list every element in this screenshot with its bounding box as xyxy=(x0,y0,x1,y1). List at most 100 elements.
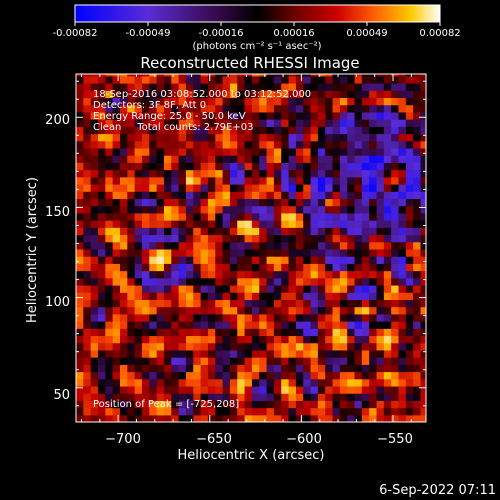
heatmap-cell xyxy=(332,321,341,329)
heatmap-cell xyxy=(156,256,165,264)
heatmap-cell xyxy=(420,83,426,91)
heatmap-cell xyxy=(163,299,172,308)
heatmap-cell xyxy=(215,256,224,264)
heatmap-cell xyxy=(149,393,158,401)
heatmap-cell xyxy=(200,306,209,315)
heatmap-cell xyxy=(332,299,341,308)
heatmap-cell xyxy=(237,292,246,300)
heatmap-cell xyxy=(259,378,268,387)
heatmap-cell xyxy=(112,321,121,329)
heatmap-cell xyxy=(303,299,312,308)
heatmap-cell xyxy=(163,198,172,207)
heatmap-cell xyxy=(105,364,114,373)
heatmap-cell xyxy=(354,212,363,221)
heatmap-cell xyxy=(295,393,304,401)
heatmap-cell xyxy=(90,104,99,113)
heatmap-cell xyxy=(163,248,172,257)
heatmap-cell xyxy=(200,256,209,264)
heatmap-cell xyxy=(259,342,268,351)
heatmap-cell xyxy=(303,393,312,401)
annotation-counts: Clean Total counts: 2.79E+03 xyxy=(93,122,253,133)
heatmap-cell xyxy=(237,191,246,200)
heatmap-cell xyxy=(273,306,282,315)
heatmap-cell xyxy=(215,104,224,113)
heatmap-cell xyxy=(339,349,348,358)
heatmap-cell xyxy=(295,133,304,142)
heatmap-cell xyxy=(361,241,370,250)
heatmap-cell xyxy=(332,205,341,214)
heatmap-cell xyxy=(90,349,99,358)
heatmap-cell xyxy=(193,155,202,163)
heatmap-cell xyxy=(215,400,224,409)
heatmap-cell xyxy=(369,176,378,185)
heatmap-cell xyxy=(178,299,187,308)
heatmap-cell xyxy=(244,299,253,308)
heatmap-cell xyxy=(405,393,414,401)
heatmap-cell xyxy=(376,90,385,99)
heatmap-cell xyxy=(90,162,99,171)
heatmap-cell xyxy=(178,407,187,416)
heatmap-cell xyxy=(215,248,224,257)
heatmap-cell xyxy=(347,400,356,409)
heatmap-cell xyxy=(398,393,407,401)
heatmap-cell xyxy=(281,176,290,185)
heatmap-cell xyxy=(391,349,400,358)
heatmap-cell xyxy=(347,277,356,286)
heatmap-cell xyxy=(347,191,356,200)
heatmap-cell xyxy=(310,349,319,358)
heatmap-cell xyxy=(361,299,370,308)
heatmap-cell xyxy=(222,227,231,236)
heatmap-cell xyxy=(134,90,143,99)
heatmap-cell xyxy=(405,335,414,344)
heatmap-cell xyxy=(163,83,172,91)
heatmap-cell xyxy=(347,234,356,243)
heatmap-cell xyxy=(119,155,128,163)
heatmap-cell xyxy=(420,104,426,113)
heatmap-cell xyxy=(405,349,414,358)
heatmap-cell xyxy=(83,198,92,207)
heatmap-cell xyxy=(310,284,319,293)
heatmap-cell xyxy=(178,292,187,300)
heatmap-cell xyxy=(97,263,106,272)
heatmap-cell xyxy=(332,176,341,185)
heatmap-cell xyxy=(376,292,385,300)
heatmap-cell xyxy=(207,371,216,380)
heatmap-cell xyxy=(251,104,260,113)
heatmap-cell xyxy=(273,349,282,358)
heatmap-cell xyxy=(288,227,297,236)
heatmap-cell xyxy=(310,75,319,84)
heatmap-cell xyxy=(347,378,356,387)
heatmap-cell xyxy=(398,349,407,358)
heatmap-cell xyxy=(112,176,121,185)
heatmap-cell xyxy=(229,147,238,156)
heatmap-cell xyxy=(391,385,400,394)
heatmap-cell xyxy=(83,191,92,200)
heatmap-cell xyxy=(413,75,422,84)
heatmap-cell xyxy=(237,299,246,308)
heatmap-cell xyxy=(288,97,297,106)
heatmap-cell xyxy=(391,306,400,315)
heatmap-cell xyxy=(376,277,385,286)
heatmap-cell xyxy=(97,414,106,422)
heatmap-cell xyxy=(178,371,187,380)
heatmap-cell xyxy=(347,111,356,120)
heatmap-cell xyxy=(405,342,414,351)
heatmap-cell xyxy=(112,111,121,120)
heatmap-cell xyxy=(310,169,319,178)
heatmap-cell xyxy=(185,212,194,221)
heatmap-cell xyxy=(325,371,334,380)
heatmap-cell xyxy=(266,414,275,422)
heatmap-cell xyxy=(90,183,99,192)
heatmap-cell xyxy=(141,119,150,127)
heatmap-cell xyxy=(237,328,246,337)
heatmap-cell xyxy=(163,263,172,272)
heatmap-cell xyxy=(97,378,106,387)
heatmap-cell xyxy=(281,191,290,200)
heatmap-cell xyxy=(76,299,84,308)
heatmap-cell xyxy=(332,357,341,365)
heatmap-cell xyxy=(266,212,275,221)
heatmap-cell xyxy=(90,220,99,228)
heatmap-cell xyxy=(76,133,84,142)
heatmap-cell xyxy=(112,155,121,163)
heatmap-cell xyxy=(185,83,194,91)
